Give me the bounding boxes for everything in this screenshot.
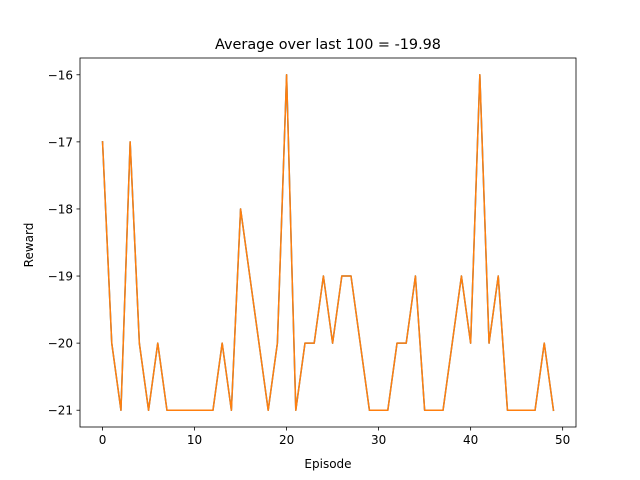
y-axis-title: Reward: [22, 223, 36, 268]
x-tick-label: 30: [371, 433, 386, 447]
x-tick-label: 0: [99, 433, 107, 447]
x-tick-label: 10: [187, 433, 202, 447]
x-tick-label: 40: [463, 433, 478, 447]
series-line-2: [101, 74, 555, 412]
y-tick-label: −16: [48, 68, 73, 82]
axes-frame: [79, 57, 577, 428]
plot-area: 0 10 20 30 40 50 −21 −20 −19 −18 −17 −16: [48, 57, 577, 447]
y-tick-label: −21: [48, 404, 73, 418]
x-tick-label: 20: [279, 433, 294, 447]
x-axis-title: Episode: [304, 457, 351, 471]
y-tick-label: −18: [48, 202, 73, 216]
x-tick-label: 50: [555, 433, 570, 447]
y-tick-label: −19: [48, 270, 73, 284]
chart-title: Average over last 100 = -19.98: [215, 37, 441, 53]
y-tick-label: −17: [48, 135, 73, 149]
y-tick-label: −20: [48, 337, 73, 351]
